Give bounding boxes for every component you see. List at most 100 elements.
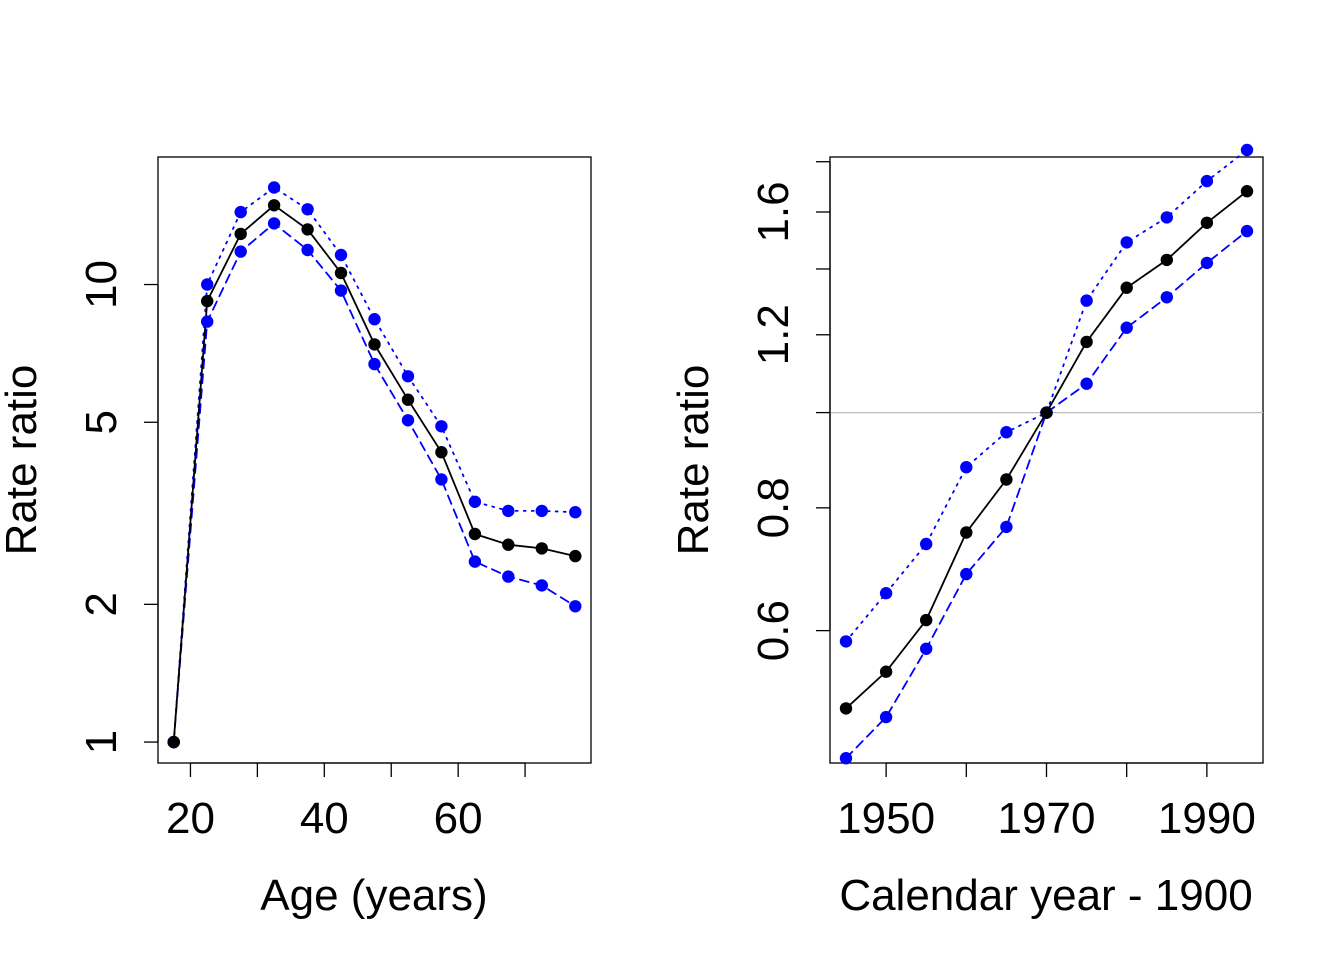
data-point (879, 665, 893, 678)
data-point (1000, 426, 1013, 439)
x-tick-label: 1970 (998, 794, 1096, 843)
data-point (1240, 185, 1254, 198)
y-tick-label: 0.8 (749, 477, 798, 538)
data-point (1200, 216, 1214, 229)
data-point (1200, 256, 1214, 270)
data-point (839, 752, 853, 765)
series-line-solid (845, 190, 1248, 710)
data-point (1080, 335, 1093, 349)
data-point (569, 506, 582, 519)
data-point (1080, 377, 1093, 390)
data-point (535, 504, 548, 518)
data-point (368, 357, 381, 371)
data-point (535, 542, 548, 555)
data-point (334, 248, 348, 262)
data-point (960, 567, 973, 581)
data-point (1040, 406, 1053, 419)
x-axis-title: Calendar year - 1900 (839, 871, 1252, 920)
data-point (301, 223, 314, 236)
data-point (301, 243, 314, 257)
data-point (301, 203, 314, 216)
series-points-dotted (167, 181, 582, 749)
series-points-solid (839, 185, 1254, 715)
data-point (201, 294, 214, 308)
data-point (368, 313, 381, 326)
data-point (1160, 253, 1174, 267)
data-point (201, 315, 214, 328)
y-axis: 0.6 0.8 1.2 1.6 (749, 161, 831, 661)
data-point (1240, 143, 1254, 157)
y-tick-label: 10 (77, 260, 126, 309)
y-tick-label: 1 (77, 730, 126, 754)
data-point (267, 199, 281, 212)
data-point (167, 735, 180, 749)
x-axis-title: Age (years) (260, 871, 487, 920)
series-line-dotted (172, 186, 577, 743)
data-point (502, 570, 515, 583)
data-point (1160, 291, 1174, 304)
data-point (1000, 473, 1013, 486)
y-tick-label: 2 (77, 592, 126, 616)
data-point (234, 245, 247, 258)
x-tick-label: 60 (434, 794, 483, 843)
y-tick-label: 1.6 (749, 181, 798, 242)
series-line-dotted (845, 149, 1248, 643)
data-point (1120, 281, 1133, 294)
series-points-solid (167, 199, 582, 749)
y-axis: 1 2 5 10 (77, 260, 159, 754)
data-point (1160, 211, 1174, 224)
data-point (920, 613, 933, 627)
y-axis-title: Rate ratio (669, 365, 718, 556)
calendar-year-panel: 1950 1970 1990 0.6 0.8 1.2 1.6 Calendar year - … (669, 143, 1264, 920)
data-point (1200, 174, 1214, 188)
plot-frame (829, 156, 1264, 764)
series-line-solid (172, 204, 577, 743)
series-line-dashed (172, 222, 577, 743)
data-point (1120, 321, 1133, 334)
series-points-dashed (839, 224, 1254, 765)
x-axis: 20 40 60 (166, 762, 526, 843)
y-tick-label: 0.6 (749, 600, 798, 661)
data-point (1240, 224, 1254, 238)
data-point (468, 527, 482, 541)
y-tick-label: 5 (77, 410, 126, 434)
data-point (1120, 236, 1133, 249)
data-point (1000, 520, 1013, 534)
data-point (368, 338, 381, 351)
age-panel: 20 40 60 1 2 5 10 Age (years) Rate ratio (0, 156, 592, 920)
data-point (1080, 294, 1093, 307)
data-point (267, 217, 281, 230)
data-point (234, 227, 247, 241)
y-tick-label: 1.2 (749, 304, 798, 365)
series-points-dashed (167, 217, 582, 749)
data-point (401, 393, 415, 406)
plot-frame (157, 156, 592, 764)
x-tick-label: 1990 (1158, 794, 1256, 843)
data-point (839, 702, 853, 715)
x-axis: 1950 1970 1990 (837, 762, 1256, 843)
data-point (535, 579, 548, 592)
data-point (879, 587, 893, 600)
data-point (435, 446, 448, 459)
data-point (569, 549, 582, 563)
data-point (401, 370, 415, 383)
x-tick-label: 40 (300, 794, 349, 843)
series-points-dotted (839, 143, 1254, 648)
series-line-dashed (845, 230, 1248, 760)
data-point (468, 555, 482, 568)
data-point (234, 205, 247, 219)
data-point (435, 420, 448, 433)
data-point (401, 414, 415, 427)
data-point (468, 495, 482, 508)
data-point (920, 642, 933, 655)
data-point (201, 278, 214, 291)
x-tick-label: 20 (166, 794, 215, 843)
x-tick-label: 1950 (837, 794, 935, 843)
data-point (334, 284, 348, 297)
data-point (879, 710, 893, 724)
data-point (839, 635, 853, 648)
data-point (334, 266, 348, 280)
data-point (569, 600, 582, 613)
data-point (920, 537, 933, 551)
